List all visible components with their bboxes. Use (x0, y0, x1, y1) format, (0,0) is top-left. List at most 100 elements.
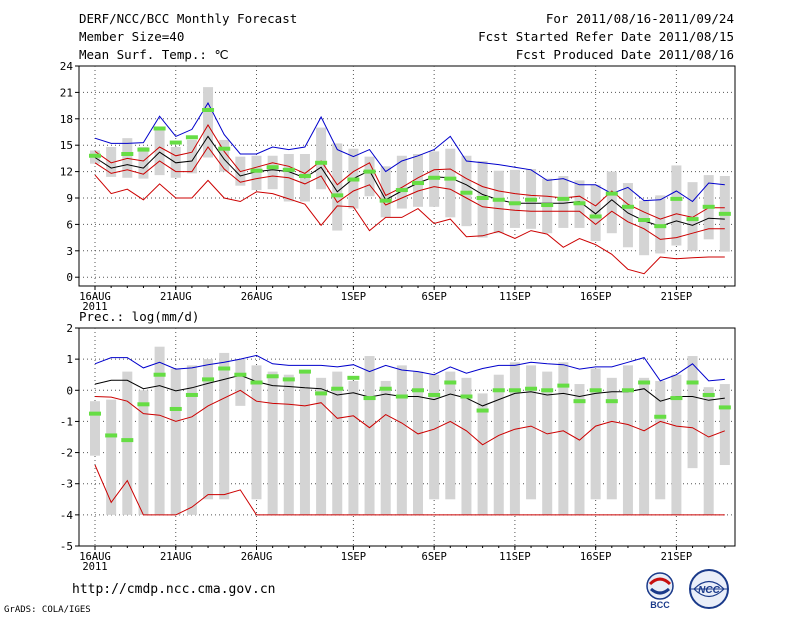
svg-text:NCC: NCC (698, 585, 720, 596)
x-year-label: 2011 (82, 561, 107, 573)
spread-box (90, 401, 100, 456)
observed-marker (331, 193, 343, 197)
spread-box (348, 381, 358, 515)
y-tick-label: -5 (60, 540, 73, 553)
observed-marker (137, 402, 149, 406)
spread-box (526, 365, 536, 499)
spread-box (316, 378, 326, 515)
observed-marker (590, 214, 602, 218)
spread-box (591, 185, 601, 241)
x-tick-label: 26AUG (241, 291, 273, 303)
spread-box (558, 176, 568, 228)
grads-credit: GrADS: COLA/IGES (4, 603, 91, 617)
spread-box (445, 372, 455, 500)
x-tick-label: 21AUG (160, 551, 192, 563)
observed-marker (509, 388, 521, 392)
observed-marker (412, 388, 424, 392)
observed-marker (444, 177, 456, 181)
observed-marker (557, 197, 569, 201)
observed-marker (154, 126, 166, 130)
observed-marker (606, 192, 618, 196)
observed-marker (186, 393, 198, 397)
observed-marker (170, 141, 182, 145)
observed-marker (460, 191, 472, 195)
x-tick-label: 21AUG (160, 291, 192, 303)
spread-box (155, 127, 165, 175)
observed-marker (218, 366, 230, 370)
observed-marker (428, 393, 440, 397)
observed-marker (477, 409, 489, 413)
observed-marker (541, 388, 553, 392)
member-size: Member Size=40 (79, 30, 184, 44)
observed-marker (89, 412, 101, 416)
temperature-variable-label: Mean Surf. Temp.: ℃ (79, 48, 229, 62)
spread-box (219, 353, 229, 499)
observed-marker (380, 199, 392, 203)
spread-box (623, 365, 633, 514)
observed-marker (267, 165, 279, 169)
svg-text:BCC: BCC (650, 600, 670, 610)
spread-box (607, 378, 617, 499)
observed-marker (590, 388, 602, 392)
observed-marker (283, 168, 295, 172)
x-tick-label: 16SEP (580, 291, 612, 303)
observed-marker (170, 407, 182, 411)
spread-box (268, 156, 278, 189)
observed-marker (493, 388, 505, 392)
precipitation-panel: -5-4-3-2-101216AUG 21AUG 26AUG 1SEP 6SEP 11SE… (60, 322, 735, 573)
observed-marker (154, 373, 166, 377)
observed-marker (89, 154, 101, 158)
observed-marker (267, 374, 279, 378)
observed-marker (299, 370, 311, 374)
spread-box (445, 149, 455, 218)
y-tick-label: 0 (66, 271, 73, 284)
x-tick-label: 6SEP (422, 551, 447, 563)
spread-box (235, 359, 245, 406)
observed-marker (396, 395, 408, 399)
observed-marker (347, 376, 359, 380)
y-tick-label: -4 (60, 509, 74, 522)
observed-marker (719, 212, 731, 216)
observed-marker (202, 377, 214, 381)
observed-marker (687, 381, 699, 385)
observed-marker (331, 387, 343, 391)
spread-box (639, 378, 649, 515)
spread-box (381, 381, 391, 515)
observed-marker (509, 201, 521, 205)
observed-marker (703, 205, 715, 209)
observed-marker (654, 224, 666, 228)
y-tick-label: 18 (60, 113, 73, 126)
observed-marker (186, 135, 198, 139)
y-tick-label: 2 (66, 322, 73, 335)
observed-marker (364, 396, 376, 400)
forecast-started-date: Fcst Started Refer Date 2011/08/15 (478, 30, 734, 44)
observed-marker (444, 381, 456, 385)
observed-marker (687, 217, 699, 221)
x-tick-label: 1SEP (341, 551, 366, 563)
chart-title: DERF/NCC/BCC Monthly Forecast (79, 12, 297, 26)
spread-box (381, 166, 391, 217)
observed-marker (638, 218, 650, 222)
observed-marker (105, 433, 117, 437)
observed-marker (251, 381, 263, 385)
observed-marker (574, 399, 586, 403)
observed-marker (477, 196, 489, 200)
observed-marker (218, 147, 230, 151)
spread-box (284, 375, 294, 515)
observed-marker (364, 170, 376, 174)
spread-box (704, 387, 714, 515)
spread-box (413, 372, 423, 515)
spread-box (671, 375, 681, 515)
observed-marker (460, 395, 472, 399)
y-tick-label: 0 (66, 384, 73, 397)
observed-marker (202, 108, 214, 112)
source-url[interactable]: http://cmdp.ncc.cma.gov.cn (72, 583, 276, 597)
observed-marker (557, 384, 569, 388)
y-tick-label: 9 (66, 192, 73, 205)
spread-box (155, 347, 165, 515)
observed-marker (622, 388, 634, 392)
spread-box (671, 165, 681, 245)
observed-marker (493, 198, 505, 202)
y-tick-label: 6 (66, 218, 73, 231)
spread-box (510, 170, 520, 228)
